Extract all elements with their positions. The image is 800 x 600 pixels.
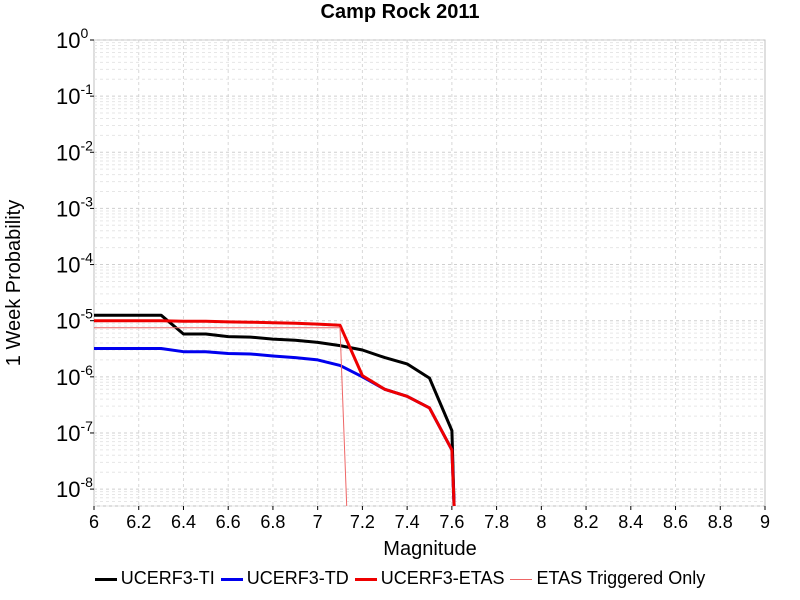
x-tick-label: 8.2 (574, 512, 599, 532)
x-tick-label: 6.4 (171, 512, 196, 532)
series-line-2 (94, 319, 456, 507)
x-tick-label: 8.6 (663, 512, 688, 532)
legend-label: ETAS Triggered Only (536, 568, 706, 588)
series-layer (94, 313, 456, 507)
y-tick-label: 10-6 (56, 362, 93, 390)
y-tick-label: 10-4 (56, 250, 93, 278)
legend: UCERF3-TI UCERF3-TD UCERF3-ETAS ETAS Trigge… (0, 568, 800, 589)
x-ticks: 6 6.2 6.4 6.6 6.8 7 7.2 7.4 7.6 7.8 8 8.2 8.4 8.6 8.8 9 (89, 506, 770, 532)
y-axis-label: 1 Week Probability (3, 200, 25, 366)
y-tick-label: 10-8 (56, 474, 93, 502)
x-tick-label: 8.4 (618, 512, 643, 532)
legend-item-3: ETAS Triggered Only (510, 568, 705, 589)
legend-swatch (220, 577, 243, 581)
x-tick-label: 8.8 (708, 512, 733, 532)
series-line-3 (94, 327, 348, 507)
x-tick-label: 6.8 (260, 512, 285, 532)
x-tick-label: 7.4 (395, 512, 420, 532)
y-tick-label: 100 (56, 25, 88, 53)
series-line-0 (94, 313, 456, 507)
x-tick-label: 6.6 (216, 512, 241, 532)
y-tick-label: 10-7 (56, 418, 93, 446)
legend-item-2: UCERF3-ETAS (354, 568, 505, 589)
legend-label: UCERF3-TD (246, 568, 349, 588)
legend-swatch (510, 578, 533, 580)
legend-item-0: UCERF3-TI (94, 568, 215, 589)
x-tick-label: 9 (760, 512, 770, 532)
legend-item-1: UCERF3-TD (220, 568, 349, 589)
y-tick-label: 10-1 (56, 81, 93, 109)
legend-swatch (94, 577, 117, 581)
legend-label: UCERF3-ETAS (380, 568, 505, 588)
y-ticks: 100 10-1 10-2 10-3 10-4 10-5 10-6 10-7 10-8 (56, 25, 94, 502)
x-tick-label: 8 (536, 512, 546, 532)
x-tick-label: 7.8 (484, 512, 509, 532)
legend-swatch (354, 577, 377, 581)
x-tick-label: 7.6 (439, 512, 464, 532)
legend-label: UCERF3-TI (120, 568, 215, 588)
x-tick-label: 7.2 (350, 512, 375, 532)
x-tick-label: 6 (89, 512, 99, 532)
y-tick-label: 10-2 (56, 137, 93, 165)
x-tick-label: 7 (313, 512, 323, 532)
x-tick-label: 6.2 (126, 512, 151, 532)
x-axis-label: Magnitude (383, 538, 476, 560)
chart-title: Camp Rock 2011 (321, 1, 480, 23)
y-tick-label: 10-3 (56, 193, 93, 221)
y-tick-label: 10-5 (56, 306, 93, 334)
grid (94, 39, 765, 507)
